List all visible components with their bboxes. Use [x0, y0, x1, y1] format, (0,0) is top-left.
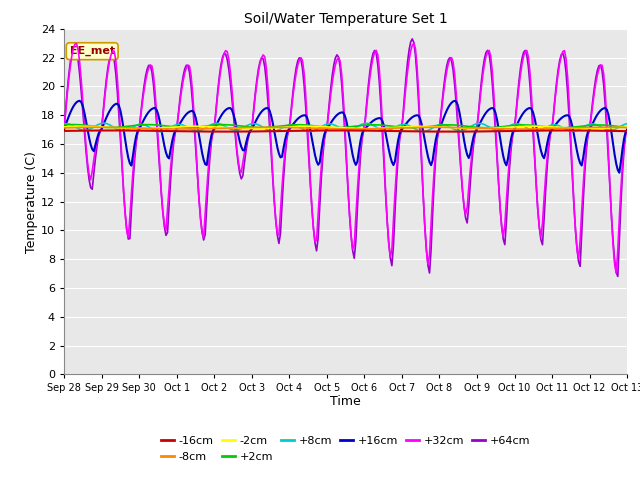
Y-axis label: Temperature (C): Temperature (C) [25, 151, 38, 252]
Legend: -16cm, -8cm, -2cm, +2cm, +8cm, +16cm, +32cm, +64cm: -16cm, -8cm, -2cm, +2cm, +8cm, +16cm, +3… [157, 432, 534, 466]
X-axis label: Time: Time [330, 395, 361, 408]
Text: EE_met: EE_met [70, 46, 115, 56]
Title: Soil/Water Temperature Set 1: Soil/Water Temperature Set 1 [244, 12, 447, 26]
